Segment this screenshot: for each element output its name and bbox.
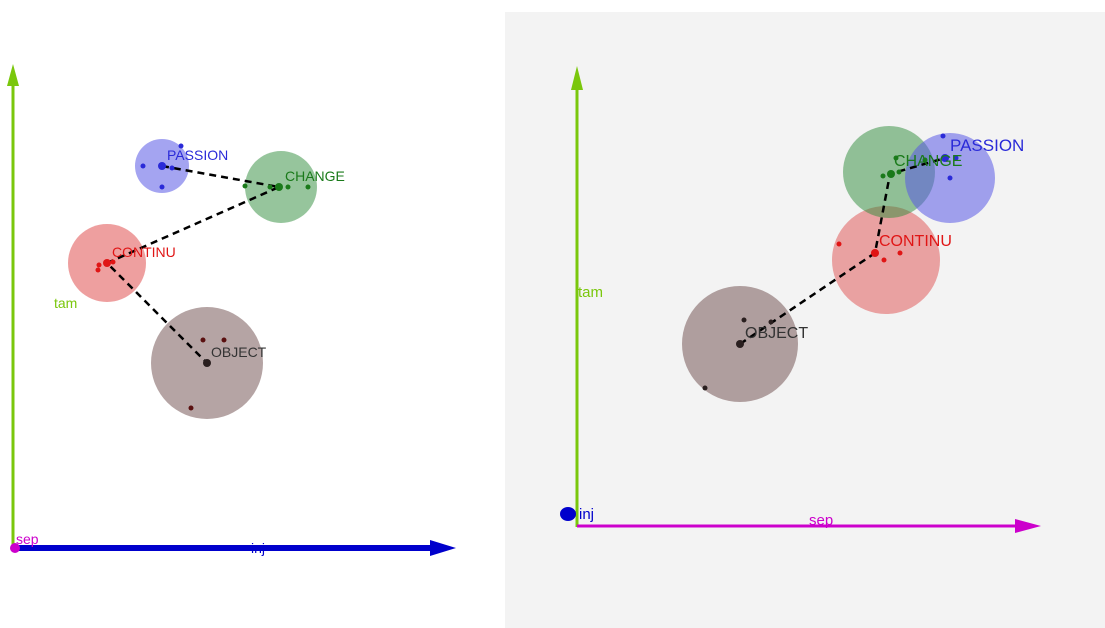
continu-point	[836, 241, 842, 247]
object-point	[741, 317, 747, 323]
passion-point	[953, 155, 959, 161]
right-view-canvas[interactable]: tam sep inj	[505, 12, 1105, 628]
passion-center	[158, 162, 166, 170]
object-center	[203, 359, 211, 367]
continu-label: CONTINU	[112, 244, 176, 260]
left-view-canvas[interactable]: tam inj sep	[0, 0, 505, 628]
passion-label: PASSION	[950, 136, 1024, 155]
vertical-axis-arrowhead	[571, 66, 583, 90]
change-point	[267, 184, 273, 190]
origin-point	[560, 507, 576, 521]
object-point	[768, 319, 774, 325]
left-3d-view[interactable]: tam inj sep	[0, 0, 505, 628]
horizontal-axis-label: inj	[251, 540, 265, 556]
change-center	[275, 183, 283, 191]
change-center	[887, 170, 895, 178]
object-label: OBJECT	[745, 325, 808, 342]
horizontal-axis-arrowhead	[1015, 519, 1041, 533]
origin-axis-label: inj	[579, 506, 594, 523]
vertical-axis-label: tam	[578, 284, 603, 301]
change-point	[242, 183, 248, 189]
change-point	[880, 173, 886, 179]
change-label: CHANGE	[894, 153, 962, 170]
horizontal-axis-label: sep	[809, 512, 833, 529]
object-point	[200, 337, 206, 343]
continu-center	[103, 259, 111, 267]
continu-point	[96, 262, 102, 268]
passion-point	[940, 133, 946, 139]
vertical-axis-arrowhead	[7, 64, 19, 86]
passion-point	[947, 175, 953, 181]
origin-point	[10, 543, 20, 553]
continu-center	[871, 249, 879, 257]
change-point	[305, 184, 311, 190]
object-label: OBJECT	[211, 344, 267, 360]
object-point	[221, 337, 227, 343]
continu-point	[881, 257, 887, 263]
passion-point	[159, 184, 165, 190]
continu-point	[110, 259, 116, 265]
horizontal-axis-arrowhead	[430, 540, 456, 556]
passion-point	[169, 165, 175, 171]
change-point	[893, 155, 899, 161]
change-label: CHANGE	[285, 168, 345, 184]
passion-label: PASSION	[167, 147, 228, 163]
change-point	[922, 157, 928, 163]
object-point	[702, 385, 708, 391]
continu-label: CONTINU	[879, 233, 952, 250]
continu-point	[897, 250, 903, 256]
origin-axis-label: sep	[16, 531, 39, 547]
object-center	[736, 340, 744, 348]
passion-point	[140, 163, 146, 169]
vertical-axis-label: tam	[54, 295, 77, 311]
change-point	[285, 184, 291, 190]
change-point	[896, 169, 902, 175]
passion-point	[178, 143, 184, 149]
cluster-link-path	[104, 164, 284, 364]
object-point	[188, 405, 194, 411]
passion-center	[941, 154, 949, 162]
right-3d-view[interactable]: tam sep inj	[505, 12, 1105, 628]
continu-point	[95, 267, 101, 273]
